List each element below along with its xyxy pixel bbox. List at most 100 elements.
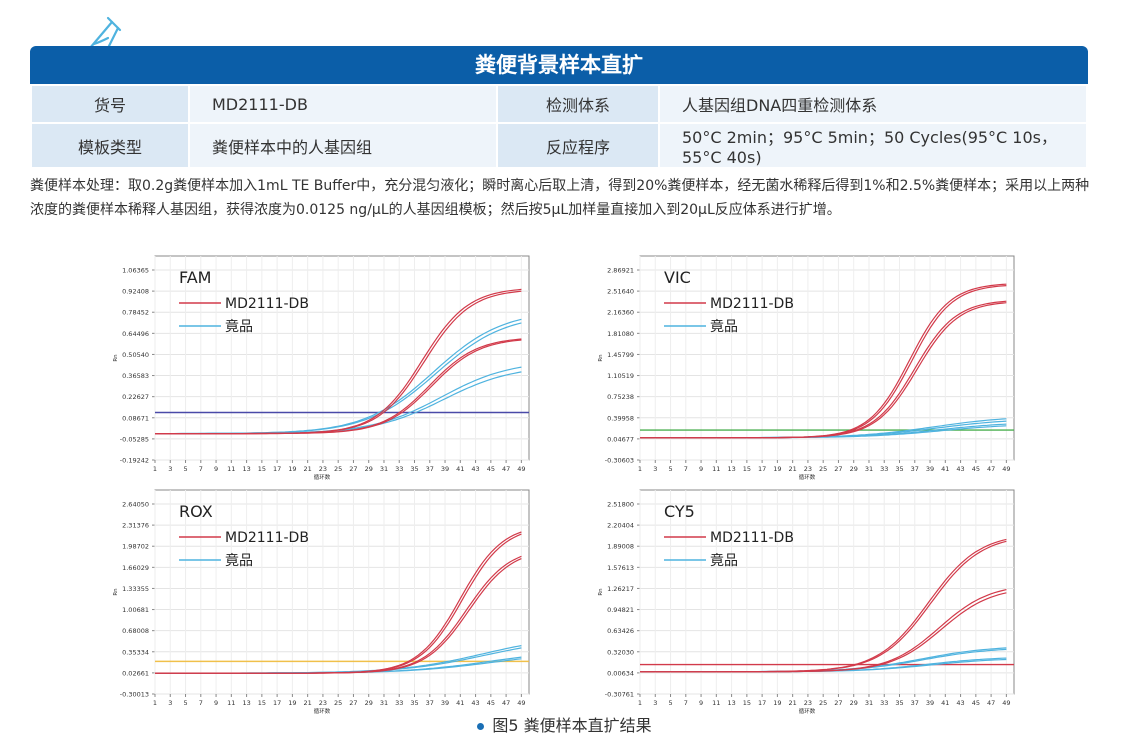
y-tick-label: 2.51800 [607,501,634,509]
x-tick-label: 45 [972,465,980,473]
x-tick-label: 3 [168,465,172,473]
x-tick-label: 9 [699,465,703,473]
bullet-icon [477,723,485,730]
x-tick-label: 47 [502,465,510,473]
x-tick-label: 3 [653,465,657,473]
x-tick-label: 15 [258,465,266,473]
template-type-value: 粪便样本中的人基因组 [188,122,498,169]
amplification-curve [155,558,522,674]
y-tick-label: -0.30603 [605,457,634,465]
table-row: 模板类型 粪便样本中的人基因组 反应程序 50°C 2min；95°C 5min… [30,122,1088,169]
y-tick-label: 1.57613 [607,564,634,572]
y-axis-label: Rn [113,354,119,362]
info-table: 货号 MD2111-DB 检测体系 人基因组DNA四重检测体系 模板类型 粪便样… [30,84,1088,169]
vic-chart: 2.86921 2.51640 2.16360 1.81080 1.45799 1.105… [590,248,1020,481]
x-tick-label: 21 [304,699,312,707]
x-tick-label: 43 [956,699,964,707]
x-tick-label: 23 [804,699,812,707]
x-tick-label: 27 [834,699,842,707]
x-tick-label: 7 [684,465,688,473]
x-tick-label: 23 [319,699,327,707]
x-tick-label: 11 [227,699,235,707]
x-tick-label: 27 [349,699,357,707]
x-tick-label: 5 [668,465,672,473]
y-tick-label: 0.08671 [122,414,149,422]
sample-processing-description: 粪便样本处理：取0.2g粪便样本加入1mL TE Buffer中，充分混匀液化；… [30,178,1090,218]
detection-system-value: 人基因组DNA四重检测体系 [658,84,1088,124]
x-tick-label: 13 [727,465,735,473]
x-axis-label: 循环数 [314,707,331,715]
x-tick-label: 25 [334,699,342,707]
x-tick-label: 47 [502,699,510,707]
y-tick-label: 0.04677 [607,435,634,443]
legend-label: MD2111-DB [225,296,309,312]
x-tick-label: 15 [258,699,266,707]
reaction-program-value: 50°C 2min；95°C 5min；50 Cycles(95°C 10s，5… [658,122,1088,169]
x-tick-label: 5 [668,699,672,707]
y-tick-label: 0.75238 [607,393,634,401]
x-axis-label: 循环数 [799,473,816,481]
x-tick-label: 1 [638,465,642,473]
x-tick-label: 3 [653,699,657,707]
y-tick-label: 0.36583 [122,372,149,380]
x-tick-label: 1 [153,699,157,707]
y-tick-label: 1.81080 [607,330,634,338]
x-tick-label: 41 [456,699,464,707]
x-tick-label: 15 [743,465,751,473]
y-tick-label: -0.30761 [605,691,634,699]
y-tick-label: 1.98702 [122,543,149,551]
x-axis-label: 循环数 [314,473,331,481]
x-tick-label: 21 [304,465,312,473]
x-tick-label: 49 [1002,699,1010,707]
y-tick-label: 1.89008 [607,543,634,551]
x-tick-label: 23 [319,465,327,473]
x-tick-label: 23 [804,465,812,473]
y-tick-label: 2.64050 [122,501,149,509]
y-tick-label: 0.64496 [122,330,149,338]
detection-system-label: 检测体系 [496,84,660,124]
x-tick-label: 35 [895,465,903,473]
template-type-label: 模板类型 [30,122,190,169]
x-tick-label: 43 [956,465,964,473]
y-tick-label: 2.31376 [122,522,149,530]
x-tick-label: 17 [273,465,281,473]
x-tick-label: 7 [199,465,203,473]
legend-label: MD2111-DB [225,530,309,546]
figure-caption: 图5 粪便样本直扩结果 [0,712,1129,736]
chart-title: FAM [179,268,211,287]
y-tick-label: -0.05285 [120,435,149,443]
x-tick-label: 45 [487,465,495,473]
y-tick-label: 1.06365 [122,267,149,275]
y-tick-label: 1.66029 [122,564,149,572]
item-number-value: MD2111-DB [188,84,498,124]
y-tick-label: 0.78452 [122,309,149,317]
x-tick-label: 25 [334,465,342,473]
x-tick-label: 17 [758,699,766,707]
y-tick-label: 2.51640 [607,288,634,296]
x-tick-label: 29 [365,465,373,473]
y-tick-label: 0.50540 [122,351,149,359]
x-tick-label: 37 [426,699,434,707]
x-tick-label: 33 [395,465,403,473]
legend-label: MD2111-DB [710,530,794,546]
item-number-label: 货号 [30,84,190,124]
x-tick-label: 49 [517,699,525,707]
chart-title: VIC [664,268,691,287]
x-tick-label: 41 [941,465,949,473]
x-tick-label: 11 [712,699,720,707]
x-tick-label: 47 [987,465,995,473]
fam-chart: 1.06365 0.92408 0.78452 0.64496 0.50540 0.365… [105,248,535,481]
x-tick-label: 15 [743,699,751,707]
x-tick-label: 35 [410,699,418,707]
x-tick-label: 19 [288,465,296,473]
y-tick-label: 0.92408 [122,288,149,296]
x-tick-label: 27 [834,465,842,473]
y-tick-label: 1.45799 [607,351,634,359]
legend-label: 竟品 [710,553,738,569]
x-tick-label: 25 [819,699,827,707]
x-tick-label: 9 [214,699,218,707]
x-tick-label: 3 [168,699,172,707]
y-tick-label: 2.20404 [607,522,634,530]
x-tick-label: 19 [288,699,296,707]
reaction-program-label: 反应程序 [496,122,660,169]
